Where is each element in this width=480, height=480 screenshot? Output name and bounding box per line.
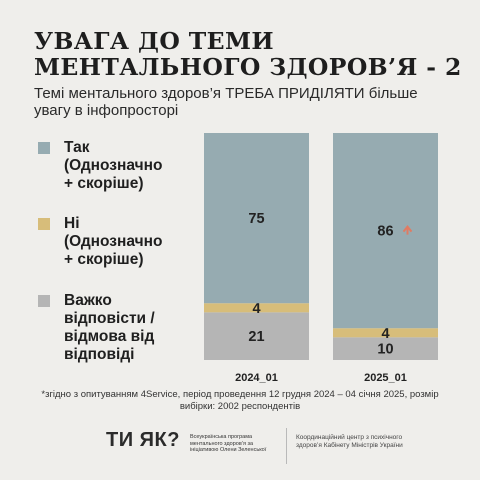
bar-value-label: 10 xyxy=(377,342,393,358)
ty-yak-logo: ТИ ЯК? xyxy=(106,429,180,451)
bar-value-label: 4 xyxy=(381,326,389,342)
bar-segment-2025_01-s1 xyxy=(333,328,438,338)
footer-divider xyxy=(286,428,287,464)
bar-segment-2024_01-s2 xyxy=(204,312,309,360)
bar-value-label: 75 xyxy=(248,211,264,227)
legend-swatch-hard-to-say xyxy=(38,295,50,307)
category-label: 2025_01 xyxy=(364,372,407,384)
category-label: 2024_01 xyxy=(235,372,278,384)
bar-segment-2024_01-s0 xyxy=(204,133,309,304)
page-subtitle: Темі ментального здоров’я ТРЕБА ПРИДІЛЯТ… xyxy=(34,85,418,119)
legend-label-hard-to-say: Важко відповісти / відмова від відповіді xyxy=(64,292,155,363)
legend-swatch-no xyxy=(38,218,50,230)
legend-label-yes: Так (Однозначно + скоріше) xyxy=(64,139,163,192)
legend-label-no: Ні (Однозначно + скоріше) xyxy=(64,215,163,268)
footnote: *згідно з опитуванням 4Service, період п… xyxy=(41,389,439,412)
page-title: УВАГА ДО ТЕМИ МЕНТАЛЬНОГО ЗДОРОВ’Я - 2 xyxy=(34,27,462,81)
legend-swatch-yes xyxy=(38,142,50,154)
bar-segment-2025_01-s0 xyxy=(333,133,438,329)
bar-value-label: 21 xyxy=(248,329,264,345)
arrow-up-icon xyxy=(402,225,413,235)
program-description: Всеукраїнська програма ментального здоро… xyxy=(190,434,267,453)
bar-segment-2024_01-s1 xyxy=(204,303,309,313)
partner-description: Координаційний центр з психічного здоров… xyxy=(296,434,403,449)
bar-segment-2025_01-s2 xyxy=(333,337,438,360)
bar-value-label: 4 xyxy=(252,301,260,317)
bar-value-label: 86 xyxy=(377,224,393,240)
